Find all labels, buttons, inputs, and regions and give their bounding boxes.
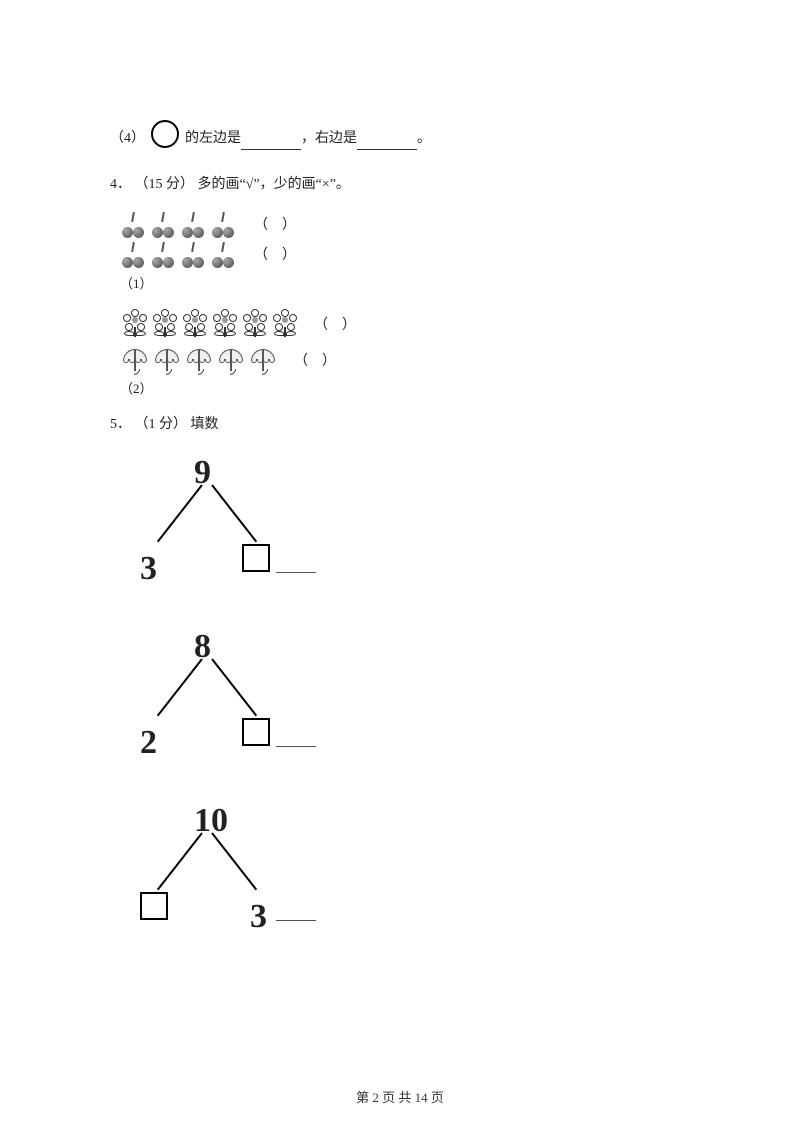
q4-sub2-figure: （） （） — [120, 309, 690, 377]
umbrella-icon — [216, 347, 246, 377]
answer-paren[interactable]: （） — [294, 351, 350, 373]
number-split-diagram: 82 — [126, 620, 326, 780]
cherry-icon — [180, 242, 206, 270]
q5-number: 5． — [110, 417, 131, 432]
q3-sub4: （4） 的左边是 ，右边是 。 — [110, 120, 690, 150]
split-left-number: 2 — [140, 716, 157, 770]
q4-number: 4． — [110, 177, 131, 192]
flower-icon — [120, 309, 150, 343]
cherry-icon — [120, 242, 146, 270]
number-split-diagram: 93 — [126, 446, 326, 606]
q3-4-prefix: （4） — [110, 128, 145, 150]
answer-blank[interactable] — [276, 920, 316, 921]
q5-points: （1 分） — [135, 417, 188, 432]
flower-icon — [270, 309, 300, 343]
cherry-icon — [180, 212, 206, 240]
split-left-number: 3 — [140, 542, 157, 596]
cherry-icon — [120, 212, 146, 240]
q3-4-text-left: 的左边是 — [185, 128, 241, 150]
blank-input[interactable] — [241, 136, 301, 150]
circle-icon — [151, 120, 179, 148]
answer-paren[interactable]: （） — [314, 315, 370, 337]
umbrella-icon — [152, 347, 182, 377]
q4-sub1-figure: （） （） — [120, 212, 690, 270]
cherry-icon — [210, 242, 236, 270]
page-footer: 第 2 页 共 14 页 — [0, 1087, 800, 1106]
q3-4-end: 。 — [417, 128, 431, 150]
q4-sub2-label: （2） — [120, 379, 690, 400]
number-split-diagram: 10 3 — [126, 794, 326, 954]
flower-icon — [240, 309, 270, 343]
answer-box[interactable] — [140, 892, 168, 920]
blank-input[interactable] — [357, 136, 417, 150]
split-right-number: 3 — [250, 890, 267, 944]
answer-blank[interactable] — [276, 746, 316, 747]
answer-box[interactable] — [242, 544, 270, 572]
split-top-number: 10 — [194, 794, 228, 848]
answer-box[interactable] — [242, 718, 270, 746]
q4-header: 4． （15 分） 多的画“√”，少的画“×”。 — [110, 174, 690, 196]
cherry-icon — [210, 212, 236, 240]
cherry-icon — [150, 212, 176, 240]
flower-icon — [210, 309, 240, 343]
flower-icon — [150, 309, 180, 343]
umbrella-icon — [184, 347, 214, 377]
answer-paren[interactable]: （） — [254, 215, 310, 237]
q4-points: （15 分） — [135, 177, 195, 192]
q4-text: 多的画“√”，少的画“×”。 — [198, 177, 350, 192]
flower-icon — [180, 309, 210, 343]
answer-blank[interactable] — [276, 572, 316, 573]
q4-sub1-label: （1） — [120, 274, 690, 295]
umbrella-icon — [120, 347, 150, 377]
cherry-icon — [150, 242, 176, 270]
answer-paren[interactable]: （） — [254, 245, 310, 267]
q5-text: 填数 — [191, 417, 219, 432]
q3-4-text-right: ，右边是 — [301, 128, 357, 150]
split-diagram-list: 9382 10 3 — [126, 446, 690, 954]
umbrella-icon — [248, 347, 278, 377]
q5-header: 5． （1 分） 填数 — [110, 414, 690, 436]
